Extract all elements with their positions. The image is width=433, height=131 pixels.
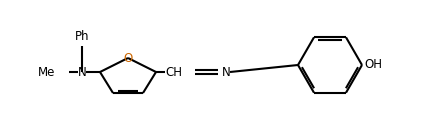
Text: O: O <box>123 51 132 64</box>
Text: N: N <box>222 66 230 78</box>
Text: Ph: Ph <box>75 30 89 43</box>
Text: CH: CH <box>165 66 182 78</box>
Text: Me: Me <box>38 66 55 78</box>
Text: OH: OH <box>364 59 382 72</box>
Text: N: N <box>78 66 86 78</box>
